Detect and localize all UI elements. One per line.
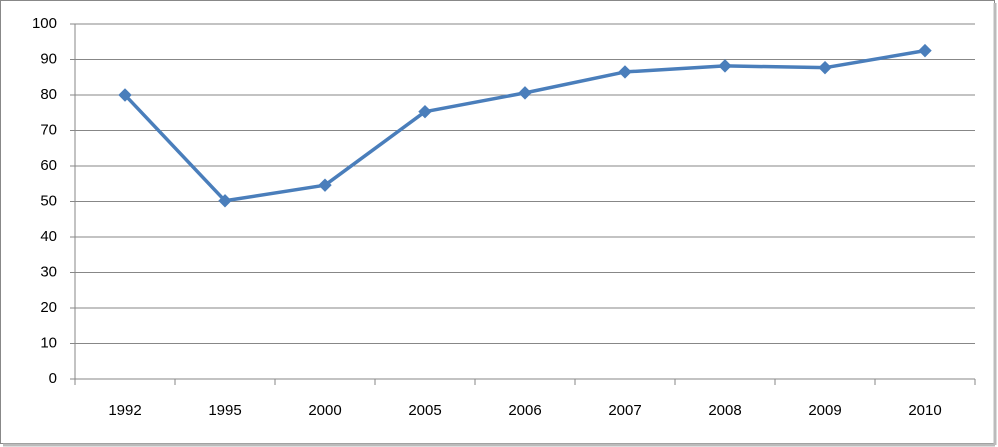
data-marker <box>318 178 332 192</box>
data-marker <box>918 43 932 58</box>
x-tick-label: 2009 <box>808 402 841 419</box>
x-tick-label: 2007 <box>608 402 641 419</box>
y-tick-label: 70 <box>40 121 57 138</box>
y-tick-label: 60 <box>40 157 57 174</box>
data-marker <box>118 88 132 102</box>
x-tick-label: 2005 <box>408 402 441 419</box>
x-tick-label: 1995 <box>208 402 241 419</box>
y-tick-label: 50 <box>40 192 57 209</box>
y-tick-label: 90 <box>40 50 57 67</box>
y-tick-label: 100 <box>32 15 57 32</box>
x-tick-label: 2006 <box>508 402 541 419</box>
data-marker <box>718 59 732 73</box>
data-marker <box>418 104 432 119</box>
x-tick-label: 2008 <box>708 402 741 419</box>
y-tick-label: 10 <box>40 334 57 351</box>
x-tick-label: 2000 <box>308 402 341 419</box>
data-marker <box>218 194 232 208</box>
y-tick-label: 80 <box>40 86 57 103</box>
data-marker <box>818 60 832 75</box>
data-marker <box>618 65 632 79</box>
y-tick-label: 30 <box>40 263 57 280</box>
x-tick-label: 2010 <box>908 402 941 419</box>
x-tick-label: 1992 <box>108 402 141 419</box>
y-tick-label: 20 <box>40 299 57 316</box>
y-tick-label: 40 <box>40 228 57 245</box>
data-marker <box>518 86 532 100</box>
y-tick-label: 0 <box>49 370 57 387</box>
